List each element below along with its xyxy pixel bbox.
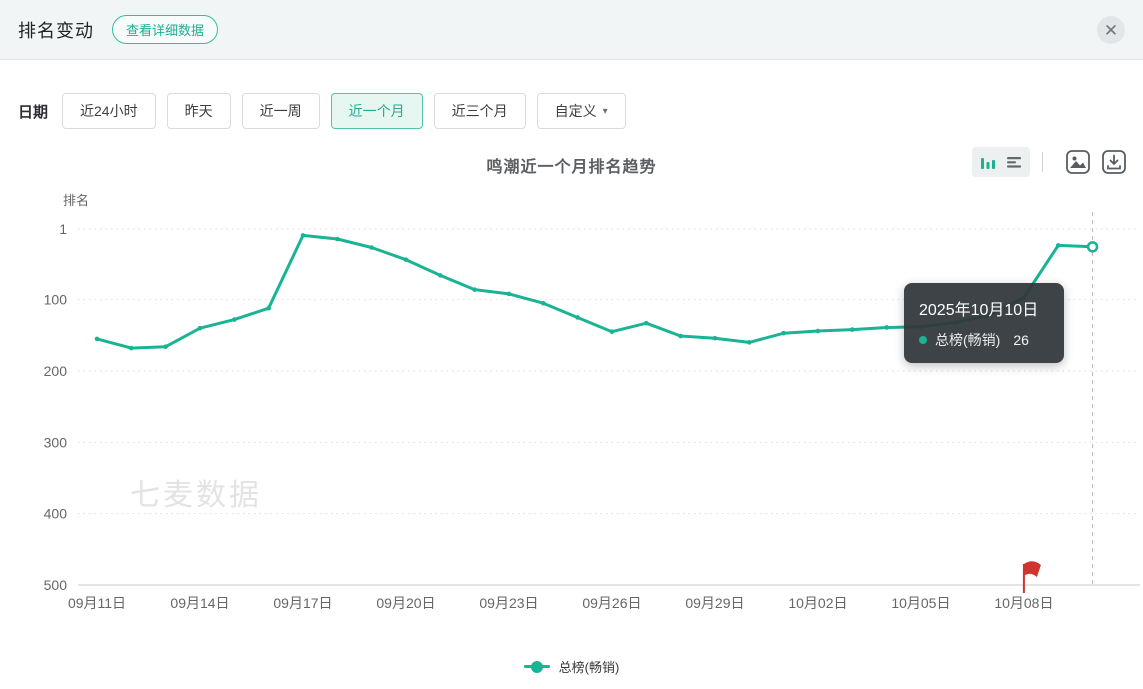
- date-filter-row: 日期 近24小时 昨天 近一周 近一个月 近三个月 自定义 ▾: [18, 93, 1143, 129]
- data-point[interactable]: [1055, 243, 1061, 248]
- hovered-data-point[interactable]: [1086, 241, 1099, 253]
- close-button[interactable]: ✕: [1097, 16, 1125, 44]
- data-point[interactable]: [952, 320, 958, 325]
- flag-marker-icon: [1023, 561, 1041, 577]
- y-tick-label: 400: [44, 506, 68, 522]
- page-title: 排名变动: [18, 20, 94, 41]
- y-tick-label: 200: [44, 363, 68, 379]
- date-filter-option-label: 昨天: [184, 103, 213, 119]
- x-tick-label: 10月02日: [788, 595, 847, 611]
- view-detail-button[interactable]: 查看详细数据: [112, 15, 219, 44]
- image-icon: [1066, 150, 1090, 174]
- data-point[interactable]: [678, 333, 683, 339]
- legend-row: 总榜(畅销): [0, 657, 1143, 676]
- date-filter-option-label: 近三个月: [451, 103, 508, 119]
- data-point[interactable]: [918, 324, 924, 330]
- toolbar-divider: [1042, 152, 1043, 172]
- data-point[interactable]: [884, 325, 889, 330]
- date-filter-button-3[interactable]: 近一个月: [330, 93, 423, 129]
- date-filter-button-1[interactable]: 昨天: [166, 93, 231, 129]
- y-axis-title: 排名: [63, 193, 89, 208]
- legend-label: 总榜(畅销): [558, 660, 620, 675]
- x-tick-label: 10月05日: [891, 595, 950, 611]
- data-point[interactable]: [781, 330, 786, 336]
- data-point[interactable]: [266, 305, 271, 311]
- data-point[interactable]: [129, 345, 134, 351]
- date-filter-option-label: 近24小时: [80, 103, 138, 119]
- save-image-button[interactable]: [1065, 149, 1091, 175]
- data-point[interactable]: [1021, 295, 1027, 300]
- data-point[interactable]: [369, 245, 374, 250]
- data-point[interactable]: [232, 317, 237, 322]
- chart-toolbar: [972, 147, 1127, 177]
- data-point[interactable]: [815, 328, 821, 334]
- series-line[interactable]: [95, 233, 1095, 350]
- date-filter-option-label: 近一个月: [348, 103, 405, 119]
- x-tick-label: 09月20日: [376, 595, 435, 611]
- y-tick-label: 500: [44, 577, 68, 593]
- bar-chart-icon: [981, 158, 995, 169]
- data-point[interactable]: [472, 287, 477, 292]
- legend-line-marker: [523, 660, 550, 673]
- x-tick-label: 09月29日: [685, 595, 744, 611]
- x-tick-label: 09月23日: [479, 595, 538, 611]
- close-icon: ✕: [1103, 20, 1119, 40]
- chart-area[interactable]: 七麦数据 排名 1 100 200 300 400 500 09月11日 09月14日 09月17日…: [0, 185, 1143, 655]
- x-tick-label: 09月26日: [582, 595, 641, 611]
- x-tick-label: 09月11日: [68, 595, 126, 611]
- data-point[interactable]: [403, 257, 409, 262]
- date-filter-label: 日期: [18, 103, 49, 121]
- watermark: 七麦数据: [130, 479, 262, 512]
- data-point[interactable]: [438, 273, 443, 278]
- x-tick-label: 09月14日: [170, 595, 229, 611]
- data-point[interactable]: [575, 315, 580, 320]
- data-point[interactable]: [94, 336, 100, 342]
- data-point[interactable]: [609, 329, 615, 335]
- chart-legend[interactable]: 总榜(畅销): [523, 657, 620, 676]
- data-point[interactable]: [643, 320, 649, 326]
- y-tick-label: 300: [44, 434, 68, 450]
- chart-title: 鸣潮近一个月排名趋势: [486, 159, 657, 176]
- data-point[interactable]: [712, 335, 718, 341]
- download-button[interactable]: [1101, 149, 1127, 175]
- date-filter-option-label: 近一周: [259, 103, 302, 119]
- date-filter-button-5[interactable]: 自定义 ▾: [536, 93, 626, 129]
- download-icon: [1102, 150, 1126, 174]
- data-point[interactable]: [746, 340, 752, 345]
- y-tick-label: 1: [59, 221, 67, 237]
- data-point[interactable]: [540, 300, 546, 306]
- chevron-down-icon: ▾: [602, 105, 608, 117]
- legend-dot-marker: [530, 660, 543, 673]
- data-point[interactable]: [849, 327, 855, 332]
- x-tick-label: 09月17日: [273, 595, 332, 611]
- table-view-button[interactable]: [1001, 150, 1027, 174]
- data-point[interactable]: [197, 325, 203, 331]
- data-point[interactable]: [335, 236, 340, 242]
- y-tick-label: 100: [44, 292, 68, 308]
- data-point[interactable]: [163, 344, 168, 350]
- data-point[interactable]: [300, 233, 306, 238]
- date-filter-button-4[interactable]: 近三个月: [433, 93, 526, 129]
- data-point[interactable]: [987, 313, 992, 318]
- date-filter-button-2[interactable]: 近一周: [241, 93, 320, 129]
- date-filter-button-0[interactable]: 近24小时: [62, 93, 156, 129]
- chart-view-button[interactable]: [975, 150, 1001, 174]
- date-filter-group: 近24小时 昨天 近一周 近一个月 近三个月 自定义 ▾: [62, 93, 637, 129]
- chart-header: 鸣潮近一个月排名趋势: [0, 145, 1143, 185]
- modal-header: 排名变动 查看详细数据 ✕: [0, 0, 1143, 60]
- data-point[interactable]: [506, 291, 512, 297]
- date-filter-option-label: 自定义: [554, 103, 597, 119]
- list-icon: [1007, 157, 1021, 168]
- x-tick-label: 10月08日: [994, 595, 1053, 611]
- chart-type-toggle: [972, 147, 1030, 177]
